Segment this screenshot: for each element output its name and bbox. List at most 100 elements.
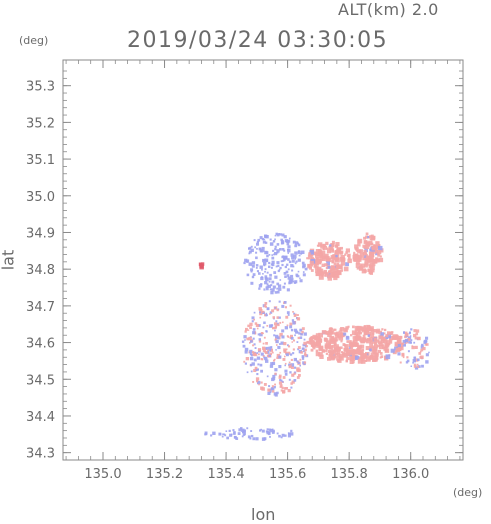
x-tick-label: 135.8 (331, 467, 368, 482)
echo-cell (364, 255, 367, 258)
echo-cell (278, 268, 281, 271)
echo-cell (347, 325, 350, 328)
echo-cell (273, 334, 276, 337)
echo-cell (389, 340, 393, 344)
echo-cell (250, 370, 253, 373)
echo-cell (290, 429, 293, 432)
echo-cell (251, 264, 255, 268)
echo-cell (405, 361, 409, 364)
echo-cell (251, 261, 256, 265)
echo-cell (375, 251, 379, 256)
echo-cell (297, 270, 300, 273)
echo-cell (371, 345, 375, 349)
echo-cell (364, 240, 367, 243)
echo-cell (278, 365, 282, 369)
echo-cell (296, 369, 300, 372)
echo-cell (269, 238, 272, 241)
echo-cell (392, 336, 396, 340)
echo-cell (354, 247, 357, 250)
echo-cell (256, 327, 259, 330)
echo-cell (381, 336, 385, 341)
echo-cell (310, 348, 314, 352)
echo-cell (222, 433, 224, 436)
echo-cell (243, 433, 246, 436)
echo-cell (326, 249, 331, 254)
echo-cell (281, 255, 284, 259)
echo-cell (284, 364, 286, 367)
echo-cell (291, 366, 294, 369)
echo-cell (390, 331, 394, 334)
echo-cell (210, 434, 213, 437)
echo-cell (326, 247, 329, 250)
echo-cell (296, 376, 300, 379)
echo-cell (273, 386, 276, 389)
echo-cell (398, 339, 402, 343)
y-tick-label: 34.3 (26, 447, 55, 462)
echo-cell (323, 269, 327, 274)
echo-cell (278, 374, 282, 378)
echo-cell (256, 242, 259, 246)
echo-cell (333, 349, 337, 353)
echo-cell (284, 265, 287, 269)
echo-cell (411, 345, 415, 350)
echo-cell (318, 259, 323, 263)
echo-cell (269, 311, 273, 314)
echo-cell (249, 356, 254, 361)
echo-cell (284, 369, 288, 373)
echo-cell (303, 341, 307, 346)
echo-cell (331, 260, 334, 263)
echo-cell (326, 258, 330, 262)
echo-cell (246, 273, 250, 277)
echo-cell (318, 272, 322, 276)
echo-cell (287, 434, 291, 438)
echo-cell (371, 339, 377, 344)
echo-cell (280, 242, 284, 245)
echo-cell (383, 332, 386, 335)
echo-cell (321, 275, 324, 278)
echo-cell (349, 340, 352, 343)
y-tick-label: 34.9 (26, 226, 55, 241)
echo-cell (243, 335, 247, 339)
echo-cell (340, 269, 343, 272)
echo-cell (329, 246, 334, 251)
echo-cell (279, 248, 282, 251)
echo-cell (292, 348, 295, 351)
echo-cell (273, 253, 275, 256)
echo-cell (410, 365, 412, 367)
echo-cell (333, 332, 337, 335)
echo-cell (414, 345, 418, 349)
echo-cell (358, 356, 362, 360)
echo-cell (333, 262, 336, 266)
echo-cell (282, 376, 286, 379)
echo-cell (409, 335, 412, 337)
echo-cell (274, 329, 276, 332)
echo-cell (269, 436, 271, 438)
echo-cell (343, 332, 347, 336)
echo-cell (302, 263, 306, 268)
echo-cell (365, 241, 368, 244)
echo-cell (308, 340, 312, 345)
echo-cell (367, 334, 370, 337)
echo-cell (251, 434, 254, 438)
echo-cell (274, 383, 276, 386)
echo-cell (270, 348, 273, 351)
echo-cell (259, 311, 261, 314)
echo-cell (268, 354, 271, 357)
echo-cell (276, 233, 280, 237)
echo-cell (339, 355, 344, 361)
echo-cell (425, 360, 429, 364)
echo-cell (296, 317, 301, 321)
echo-cell (379, 356, 382, 359)
echo-cell (287, 344, 289, 347)
echo-cell (336, 355, 341, 361)
echo-cell (301, 250, 305, 254)
echo-cell (384, 328, 387, 332)
echo-cell (252, 381, 255, 383)
echo-cell (365, 356, 371, 362)
echo-cell (340, 340, 343, 343)
echo-cell (297, 348, 300, 351)
echo-cell (286, 353, 289, 357)
echo-cell (271, 390, 275, 393)
echo-cell (321, 255, 324, 258)
